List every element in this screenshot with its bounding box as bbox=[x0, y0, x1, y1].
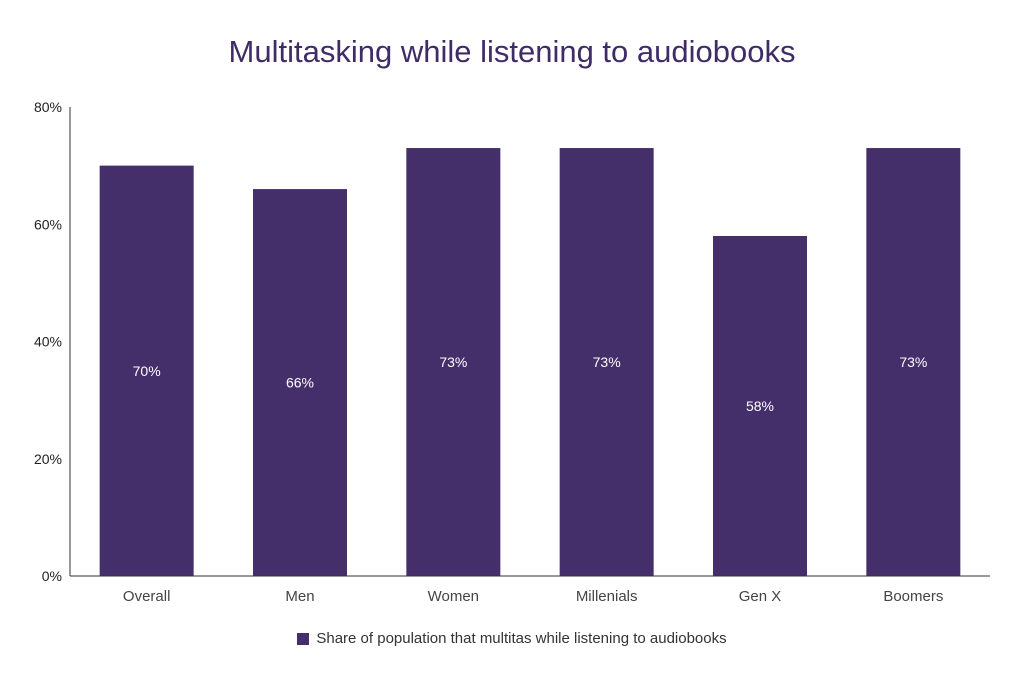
bar bbox=[713, 235, 807, 576]
legend-swatch bbox=[297, 632, 310, 645]
bar bbox=[253, 189, 347, 576]
bar bbox=[406, 148, 501, 576]
x-category-label: Gen X bbox=[739, 588, 782, 605]
x-category-label: Boomers bbox=[883, 588, 943, 605]
y-tick-label: 0% bbox=[42, 568, 62, 584]
y-tick-label: 80% bbox=[34, 99, 62, 115]
bar-data-label: 73% bbox=[593, 354, 621, 370]
data-labels: 70% 66% 73% 73% 58% 73% bbox=[133, 354, 928, 414]
bar bbox=[866, 148, 961, 576]
bar-data-label: 58% bbox=[746, 398, 774, 414]
y-axis-ticks: 0% 20% 40% 60% 80% bbox=[34, 99, 62, 584]
x-category-label: Millenials bbox=[576, 588, 638, 605]
chart-title: Multitasking while listening to audioboo… bbox=[228, 34, 796, 69]
bar bbox=[559, 148, 654, 576]
bars bbox=[99, 148, 961, 576]
bar-data-label: 73% bbox=[439, 354, 467, 370]
x-category-label: Overall bbox=[123, 588, 171, 605]
bar-data-label: 70% bbox=[133, 363, 161, 379]
x-category-label: Men bbox=[285, 588, 314, 605]
y-tick-label: 40% bbox=[34, 334, 62, 350]
legend: Share of population that multitas while … bbox=[0, 630, 1024, 647]
y-tick-label: 20% bbox=[34, 451, 62, 467]
legend-label: Share of population that multitas while … bbox=[316, 630, 727, 647]
y-tick-label: 60% bbox=[34, 216, 62, 232]
bar-data-label: 66% bbox=[286, 375, 314, 391]
bar bbox=[99, 165, 194, 576]
x-category-label: Women bbox=[428, 588, 479, 605]
bar-data-label: 73% bbox=[899, 354, 927, 370]
x-axis-labels: Overall Men Women Millenials Gen X Boomers bbox=[123, 588, 943, 605]
